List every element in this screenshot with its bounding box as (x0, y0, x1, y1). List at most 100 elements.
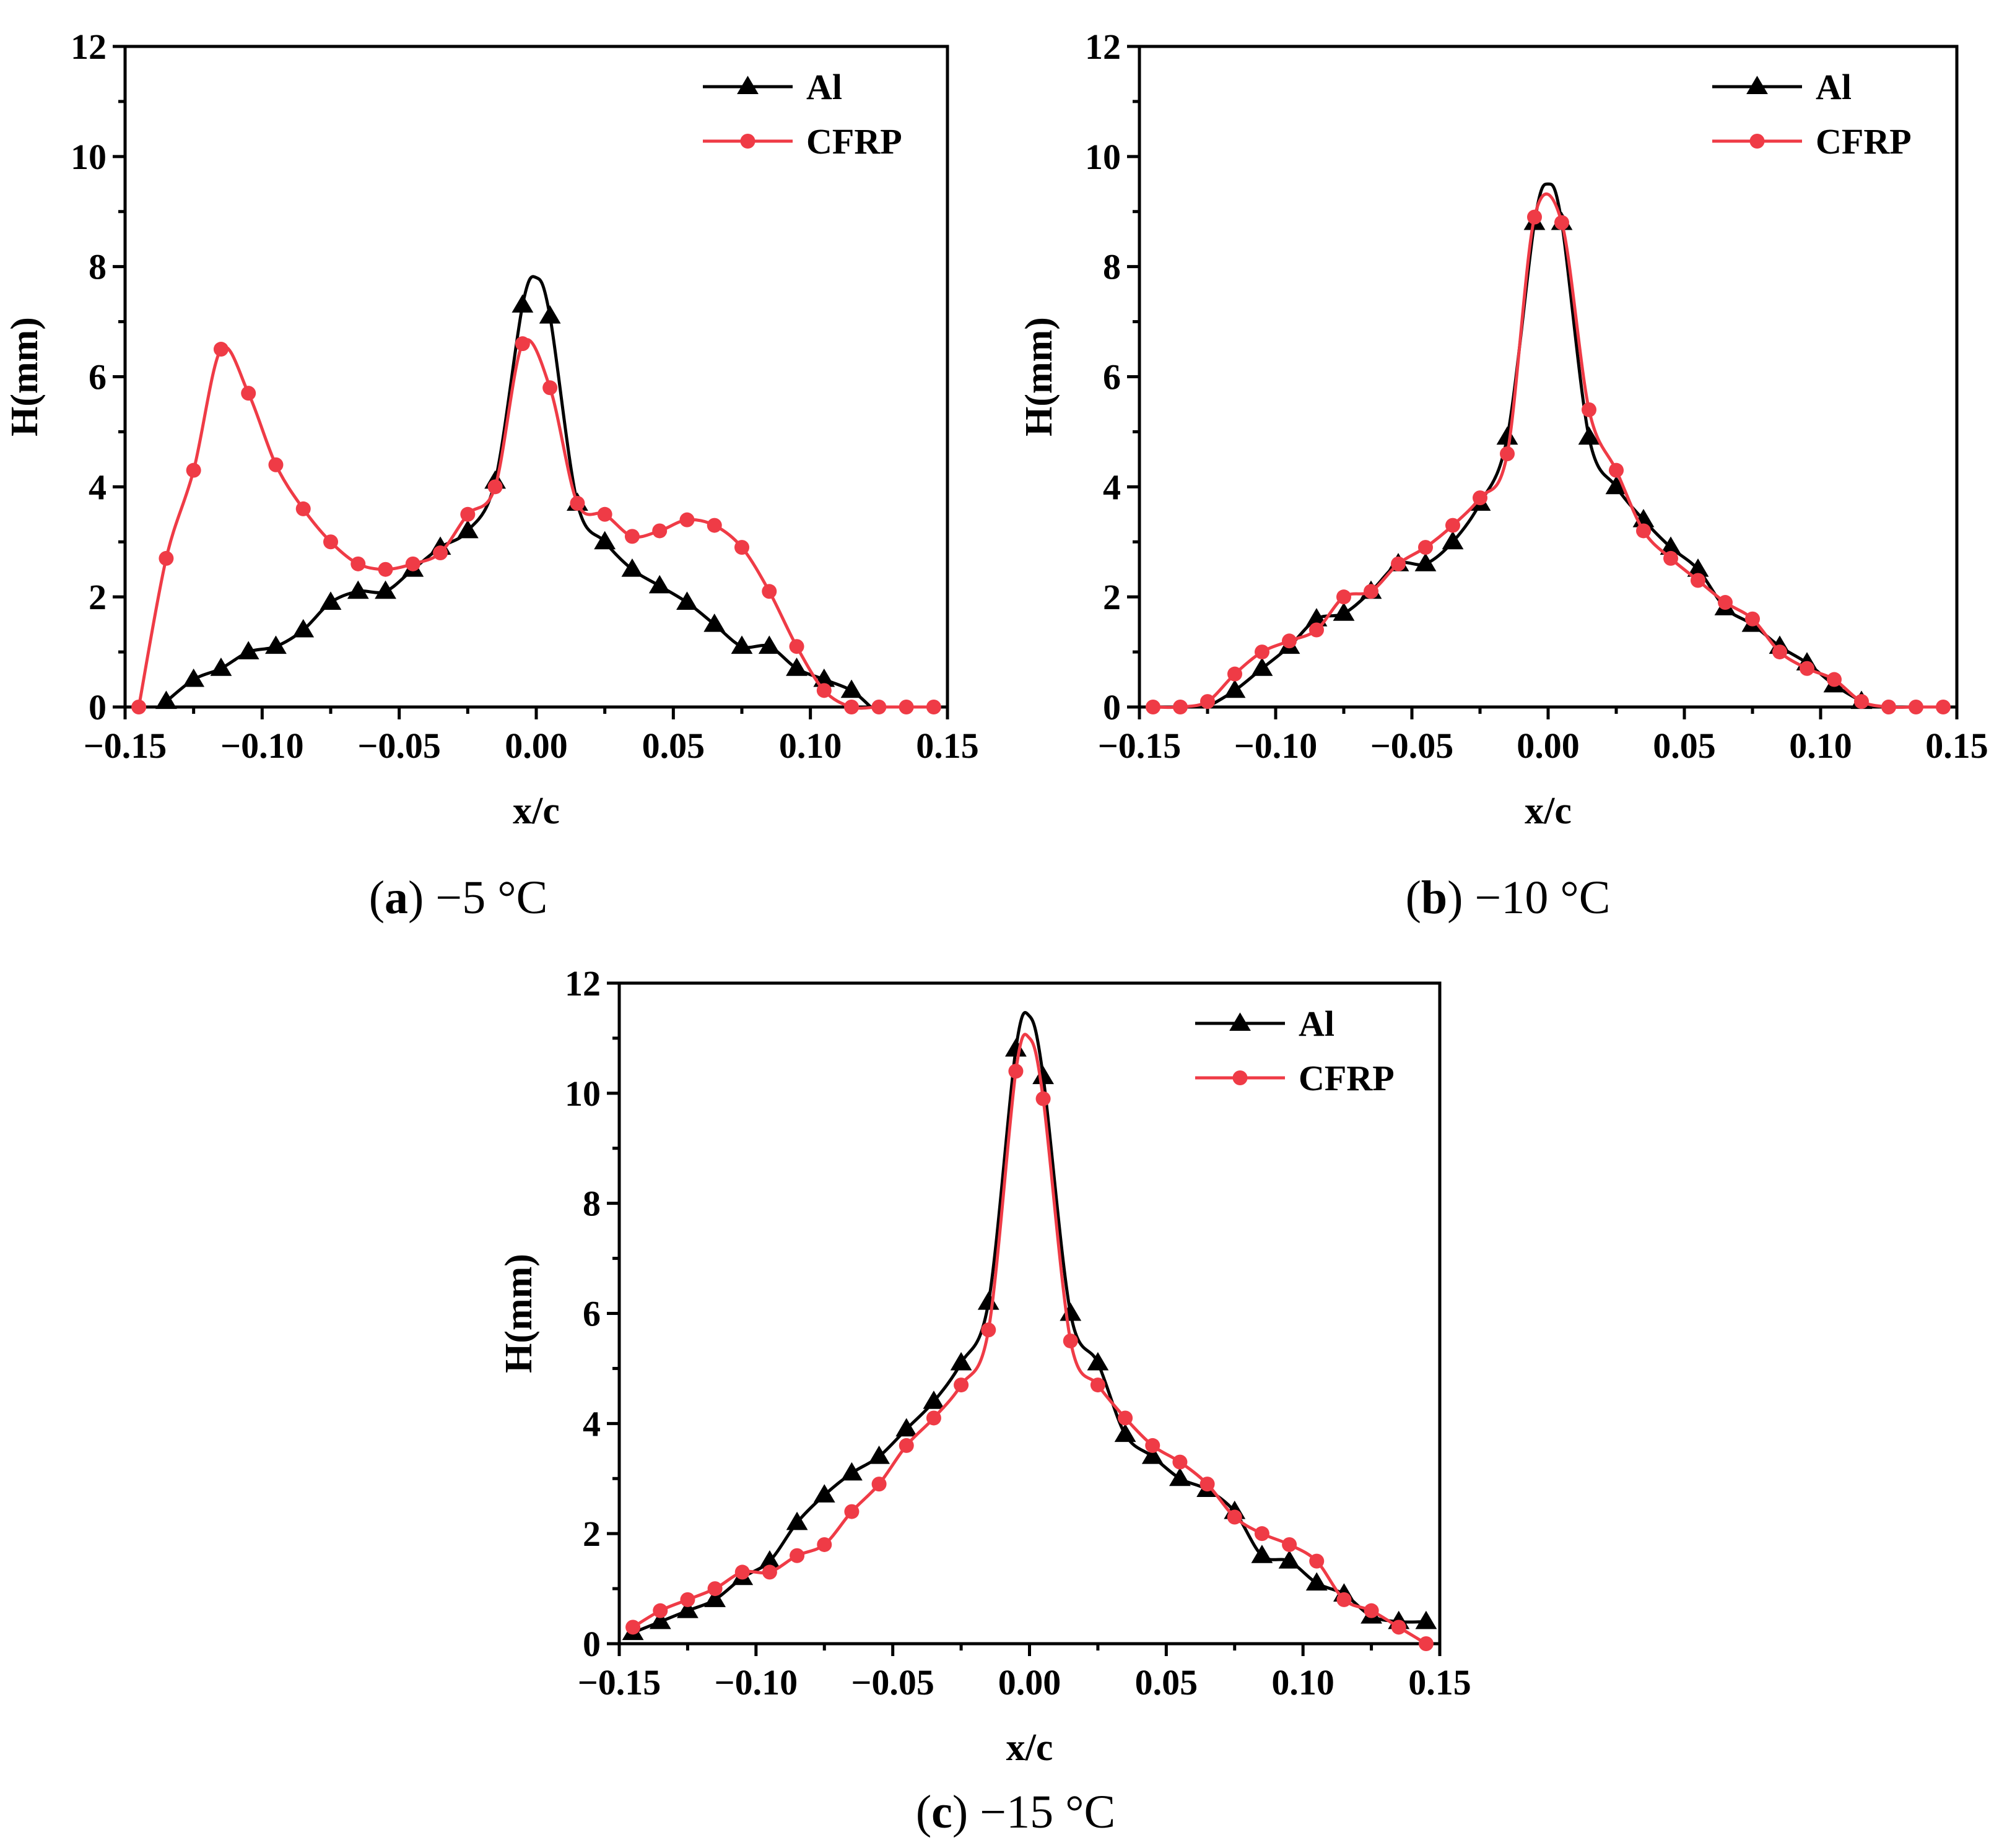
data-point-cfrp (734, 540, 749, 555)
legend-label-cfrp: CFRP (806, 121, 902, 162)
data-point-cfrp (899, 700, 914, 714)
data-point-al (676, 591, 698, 610)
data-point-cfrp (1309, 622, 1324, 638)
y-tick-label: 2 (1103, 577, 1121, 617)
y-tick-label: 12 (1085, 27, 1121, 67)
data-point-cfrp (597, 506, 612, 522)
data-point-cfrp (350, 556, 366, 571)
y-tick-label: 8 (1103, 247, 1121, 287)
data-point-cfrp (213, 342, 229, 357)
data-point-al (265, 635, 287, 654)
data-point-al (786, 1511, 808, 1530)
y-tick-label: 10 (71, 137, 107, 177)
y-tick-label: 2 (89, 577, 107, 617)
data-point-cfrp (1146, 700, 1160, 714)
data-point-cfrp (1199, 1477, 1215, 1492)
data-point-cfrp (433, 545, 448, 561)
x-tick-label: −0.05 (1370, 726, 1454, 766)
data-point-cfrp (789, 639, 804, 654)
data-point-cfrp (981, 1322, 996, 1338)
data-point-al (1224, 679, 1246, 698)
legend-marker-cfrp (740, 134, 755, 149)
data-point-al (375, 580, 396, 599)
caption-letter: b (1421, 872, 1447, 924)
data-point-cfrp (570, 496, 585, 511)
x-tick-label: −0.05 (851, 1662, 934, 1703)
legend-marker-cfrp (1232, 1070, 1248, 1085)
x-tick-label: 0.15 (916, 726, 979, 766)
data-point-al (703, 613, 726, 632)
series-line-cfrp (631, 1033, 1428, 1646)
data-point-cfrp (1827, 672, 1842, 687)
caption-text: −5 °C (435, 872, 547, 924)
y-tick-label: 6 (89, 357, 107, 397)
data-point-cfrp (515, 336, 530, 352)
y-tick-label: 10 (565, 1074, 601, 1114)
data-point-cfrp (926, 1410, 941, 1426)
data-point-al (1060, 1302, 1082, 1321)
data-point-cfrp (679, 512, 695, 527)
data-point-al (347, 580, 369, 599)
x-tick-label: −0.15 (578, 1662, 661, 1703)
data-point-cfrp (624, 529, 640, 544)
data-point-cfrp (460, 506, 476, 522)
y-tick-label: 0 (1103, 687, 1121, 727)
data-point-cfrp (1063, 1333, 1078, 1348)
caption-text: −10 °C (1474, 872, 1610, 924)
x-tick-label: 0.05 (1653, 726, 1716, 766)
data-point-al (841, 1462, 863, 1481)
data-point-al (759, 1550, 781, 1569)
legend-marker-al (1229, 1012, 1251, 1031)
data-point-al (183, 668, 205, 687)
x-tick-label: −0.15 (84, 726, 167, 766)
data-point-cfrp (1691, 573, 1705, 588)
data-point-al (1305, 1572, 1328, 1591)
legend-marker-al (1746, 76, 1768, 94)
data-point-cfrp (1227, 666, 1242, 682)
legend-label-al: Al (806, 67, 842, 107)
data-point-cfrp (1255, 644, 1269, 660)
data-point-al (210, 657, 232, 676)
data-point-al (923, 1390, 945, 1409)
data-point-cfrp (625, 1620, 641, 1635)
data-point-cfrp (1035, 1091, 1051, 1106)
data-point-al (1141, 1446, 1164, 1464)
data-point-al (977, 1291, 999, 1310)
y-tick-label: 4 (583, 1403, 601, 1444)
data-point-al (1251, 657, 1273, 676)
y-tick-label: 4 (89, 467, 107, 507)
data-point-cfrp (1881, 700, 1896, 714)
data-point-al (539, 305, 561, 324)
x-axis-title: x/c (1525, 790, 1572, 832)
data-point-cfrp (1582, 402, 1596, 417)
data-point-cfrp (1282, 1537, 1297, 1552)
series-line-cfrp (1151, 192, 1945, 709)
data-point-cfrp (1336, 589, 1351, 605)
data-point-cfrp (817, 1537, 832, 1552)
data-point-cfrp (1173, 700, 1188, 714)
data-point-cfrp (1090, 1377, 1105, 1393)
data-point-cfrp (1854, 694, 1869, 709)
data-point-al (237, 641, 259, 660)
data-point-cfrp (1227, 1509, 1242, 1525)
data-point-al (786, 657, 808, 676)
data-point-cfrp (1008, 1064, 1024, 1079)
data-point-cfrp (762, 584, 777, 599)
panel-caption: (b) −10 °C (1406, 872, 1611, 924)
y-tick-label: 4 (1103, 467, 1121, 507)
x-axis-title: x/c (1006, 1727, 1053, 1769)
y-axis-title: H(mm) (4, 317, 46, 436)
data-point-cfrp (1418, 1636, 1434, 1651)
data-point-cfrp (268, 457, 284, 472)
data-point-al (512, 294, 534, 313)
x-tick-label: 0.00 (505, 726, 568, 766)
data-point-al (704, 1589, 726, 1607)
legend-label-cfrp: CFRP (1816, 121, 1912, 162)
x-tick-label: 0.05 (1135, 1662, 1198, 1703)
data-point-al (1414, 553, 1437, 571)
data-point-cfrp (899, 1438, 914, 1453)
data-point-al (594, 531, 616, 550)
data-point-al (649, 1610, 671, 1629)
data-point-cfrp (378, 562, 393, 577)
data-point-al (1660, 536, 1682, 555)
